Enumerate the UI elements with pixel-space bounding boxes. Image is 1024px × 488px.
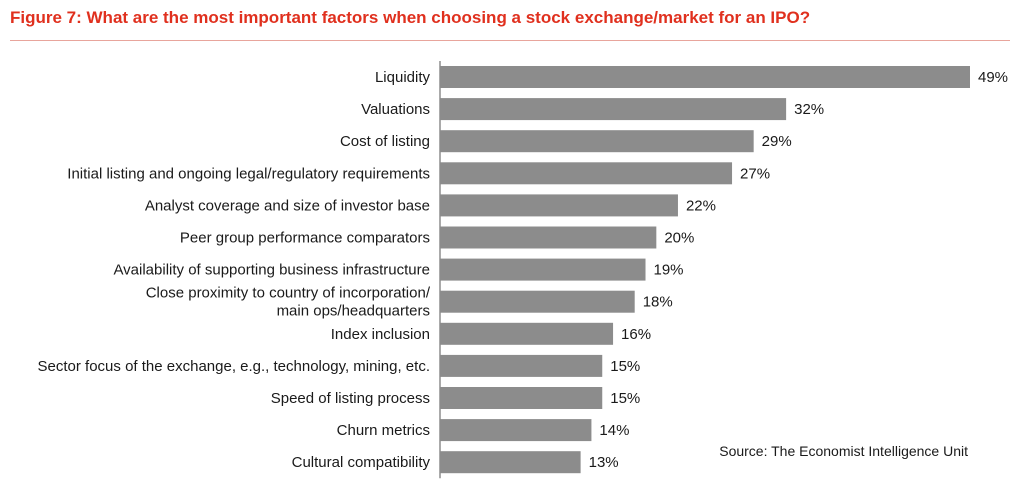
category-label: Close proximity to country of incorporat… <box>146 285 431 320</box>
bar-value-label: 14% <box>599 422 629 439</box>
category-label: Analyst coverage and size of investor ba… <box>145 197 430 214</box>
bar-value-label: 22% <box>686 197 716 214</box>
bar <box>440 322 614 345</box>
bar <box>440 226 657 249</box>
bar-value-label: 13% <box>589 454 619 471</box>
category-label: Speed of listing process <box>271 390 430 407</box>
bar <box>440 290 635 313</box>
category-label: Availability of supporting business infr… <box>113 262 430 279</box>
title-divider <box>10 40 1010 41</box>
bar-value-label: 49% <box>978 69 1008 86</box>
category-label: Churn metrics <box>337 422 430 439</box>
bar <box>440 258 646 281</box>
bar <box>440 451 581 474</box>
category-label: Initial listing and ongoing legal/regula… <box>67 165 430 182</box>
category-label: Cost of listing <box>340 133 430 150</box>
category-label: Index inclusion <box>331 326 430 343</box>
bar <box>440 387 603 409</box>
chart-title: Figure 7: What are the most important fa… <box>10 8 811 27</box>
bar-value-label: 27% <box>740 165 770 182</box>
bar-value-label: 15% <box>610 358 640 375</box>
category-label: Valuations <box>361 101 430 118</box>
category-label: Cultural compatibility <box>292 454 431 471</box>
category-label: Liquidity <box>375 69 431 86</box>
bar-value-label: 20% <box>664 230 694 247</box>
bar <box>440 194 678 217</box>
bar-value-label: 19% <box>654 262 684 279</box>
bar-value-label: 32% <box>794 101 824 118</box>
bar-value-label: 29% <box>762 133 792 150</box>
category-label: Peer group performance comparators <box>180 230 430 247</box>
bar <box>440 162 733 185</box>
bar-value-label: 18% <box>643 294 673 311</box>
bar <box>440 130 754 153</box>
source-note: Source: The Economist Intelligence Unit <box>719 443 968 459</box>
bar <box>440 419 592 442</box>
bar-value-label: 15% <box>610 390 640 407</box>
category-label: Sector focus of the exchange, e.g., tech… <box>38 358 430 375</box>
bar <box>440 66 970 88</box>
bar <box>440 354 603 377</box>
bar <box>440 98 787 121</box>
bar-value-label: 16% <box>621 326 651 343</box>
